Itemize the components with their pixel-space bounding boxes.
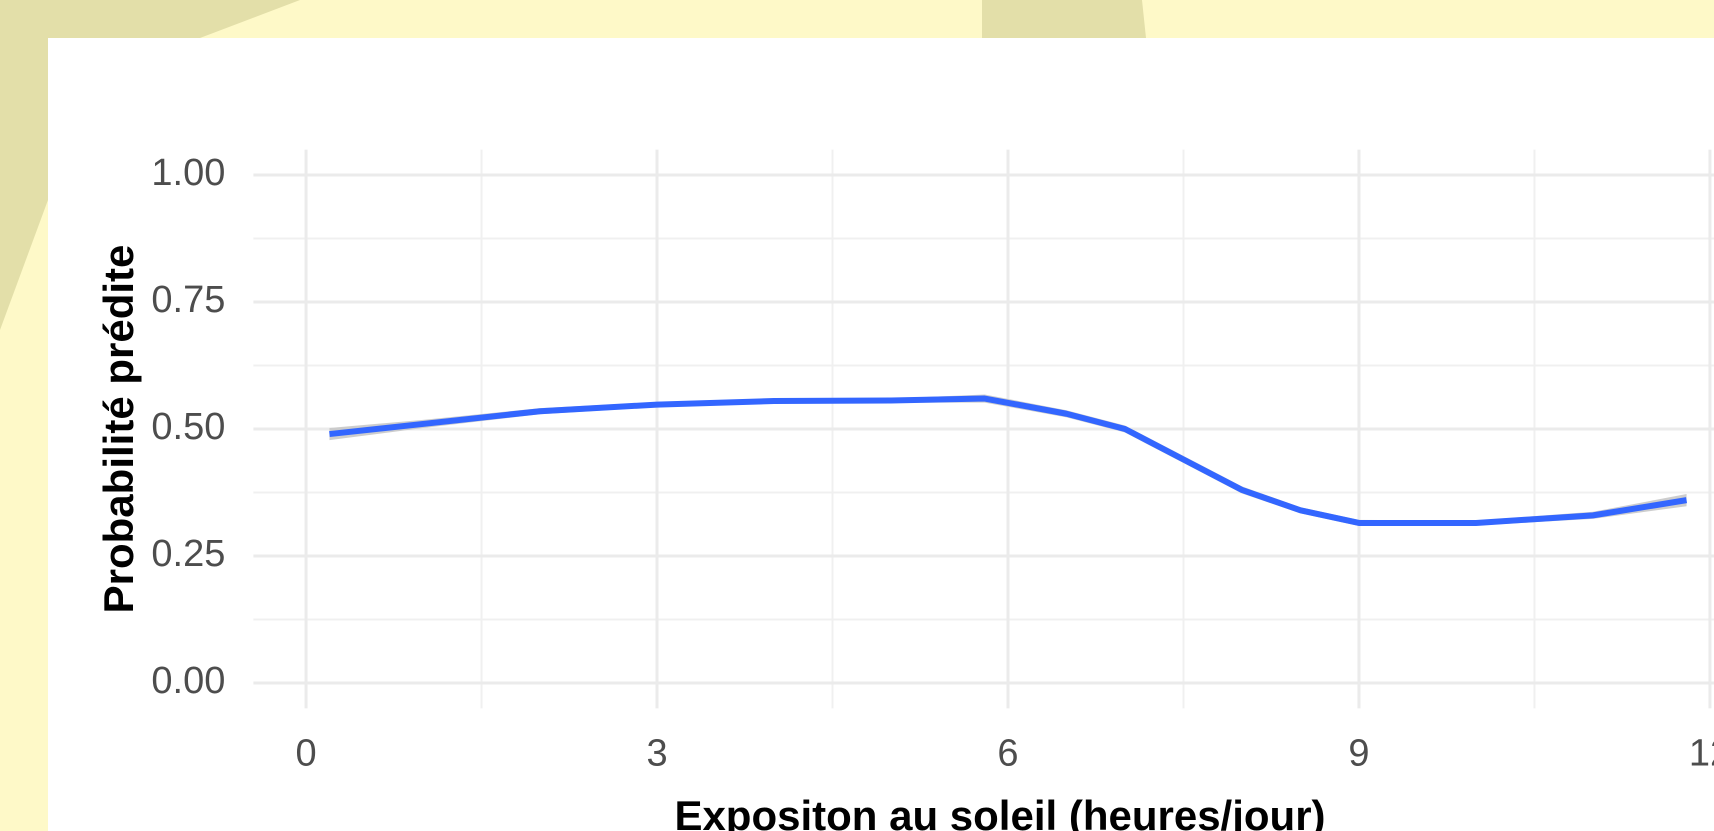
background-shape — [0, 0, 300, 330]
y-tick-label: 1.00 — [151, 152, 225, 194]
x-tick-label: 6 — [997, 732, 1018, 774]
y-tick-label: 0.25 — [151, 533, 225, 575]
y-tick-label: 0.50 — [151, 406, 225, 448]
line — [329, 395, 1688, 526]
x-axis-title: Expositon au soleil (heures/jour) — [674, 792, 1325, 831]
y-tick-label: 0.75 — [151, 279, 225, 321]
x-tick-label: 9 — [1348, 732, 1369, 774]
x-tick-label: 12 — [1689, 732, 1714, 774]
x-tick-label: 0 — [295, 732, 316, 774]
y-axis-title: Probabilité prédite — [95, 245, 142, 614]
background-shape — [982, 0, 1146, 38]
y-tick-label: 0.00 — [151, 660, 225, 702]
panel — [48, 38, 1714, 831]
x-tick-label: 3 — [646, 732, 667, 774]
plot-area — [253, 149, 1714, 709]
